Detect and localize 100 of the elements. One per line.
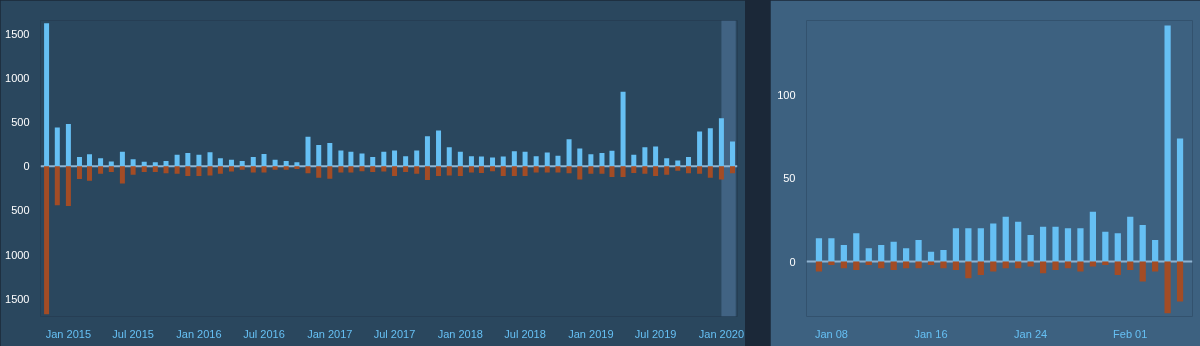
bar <box>228 159 234 167</box>
bar <box>261 166 267 173</box>
bar <box>76 157 82 167</box>
bar <box>555 155 561 167</box>
bar <box>44 166 50 315</box>
bar <box>620 166 626 177</box>
bar <box>577 148 583 167</box>
x-tick-label: Jul 2018 <box>504 327 546 340</box>
bar <box>915 261 922 269</box>
bar <box>965 261 972 279</box>
bar <box>119 151 125 167</box>
x-tick-label: Jul 2019 <box>634 327 677 340</box>
bar <box>98 166 104 174</box>
bar <box>853 261 860 270</box>
bar <box>828 261 835 265</box>
bar <box>65 123 71 167</box>
bar <box>327 142 333 167</box>
bar <box>927 251 935 262</box>
bar <box>940 261 947 269</box>
bar <box>359 153 365 167</box>
bar <box>141 161 147 167</box>
bar <box>305 136 311 167</box>
bar <box>228 166 234 172</box>
bar <box>853 233 860 262</box>
bar <box>294 162 300 167</box>
bar <box>828 238 835 262</box>
bar <box>54 127 60 167</box>
bar <box>261 153 267 167</box>
bar <box>294 166 300 169</box>
bar <box>250 166 256 173</box>
bar <box>815 238 823 262</box>
bar <box>588 166 594 174</box>
bar <box>478 166 484 173</box>
bar <box>185 166 191 177</box>
bar <box>697 131 703 167</box>
bar <box>718 118 724 167</box>
bar <box>119 166 125 184</box>
y-tick-label: 1500 <box>5 292 30 305</box>
bar <box>1052 226 1059 262</box>
bar <box>338 150 344 167</box>
bar <box>327 166 333 179</box>
bar <box>566 139 572 167</box>
bar <box>878 244 885 262</box>
bar <box>1102 231 1109 262</box>
bar <box>490 166 496 172</box>
bar <box>185 153 191 167</box>
y-tick-label: 1000 <box>5 248 30 261</box>
bar <box>207 152 213 167</box>
bar <box>403 156 409 167</box>
bar <box>729 141 735 167</box>
bar <box>675 166 681 171</box>
bar <box>500 156 506 167</box>
bar <box>544 166 550 173</box>
bar <box>599 153 605 167</box>
bar <box>1002 216 1009 262</box>
bar <box>250 157 256 167</box>
y-tick-label: 1000 <box>5 71 30 84</box>
bar <box>468 166 474 173</box>
bar <box>217 158 223 167</box>
bar <box>1164 261 1171 314</box>
bar <box>239 166 245 170</box>
bar <box>707 166 713 178</box>
bar <box>54 166 60 206</box>
bar <box>130 159 136 167</box>
bar <box>533 156 539 167</box>
x-tick-label: Jan 24 <box>1014 327 1048 340</box>
bar <box>1176 261 1184 302</box>
bar <box>108 166 114 173</box>
bar <box>392 150 398 167</box>
bar <box>1152 240 1159 262</box>
bar <box>544 152 550 167</box>
bar <box>620 91 626 167</box>
bar <box>457 166 463 177</box>
x-tick-label: Jan 2016 <box>176 327 222 340</box>
y-tick-label: 500 <box>11 116 30 129</box>
bar <box>86 154 92 167</box>
bar <box>1039 226 1047 262</box>
bar <box>436 166 442 177</box>
bar <box>697 166 703 174</box>
y-tick-label: 100 <box>777 89 796 102</box>
bar <box>686 166 692 174</box>
bar <box>370 166 376 173</box>
bar <box>1139 225 1146 262</box>
bar <box>141 166 147 173</box>
y-tick-label: 500 <box>11 204 30 217</box>
bar <box>977 261 984 275</box>
bar <box>370 157 376 167</box>
bar <box>108 161 114 167</box>
bar <box>490 157 496 167</box>
bar <box>283 166 289 170</box>
bar <box>642 147 648 167</box>
y-tick-label: 50 <box>783 172 796 185</box>
bar <box>1077 228 1084 262</box>
bar <box>414 150 420 167</box>
bar <box>130 166 136 175</box>
bar <box>707 128 713 167</box>
bar <box>1027 235 1034 262</box>
y-tick-label: 0 <box>789 255 796 268</box>
bar <box>915 240 922 262</box>
bar <box>1027 261 1034 267</box>
